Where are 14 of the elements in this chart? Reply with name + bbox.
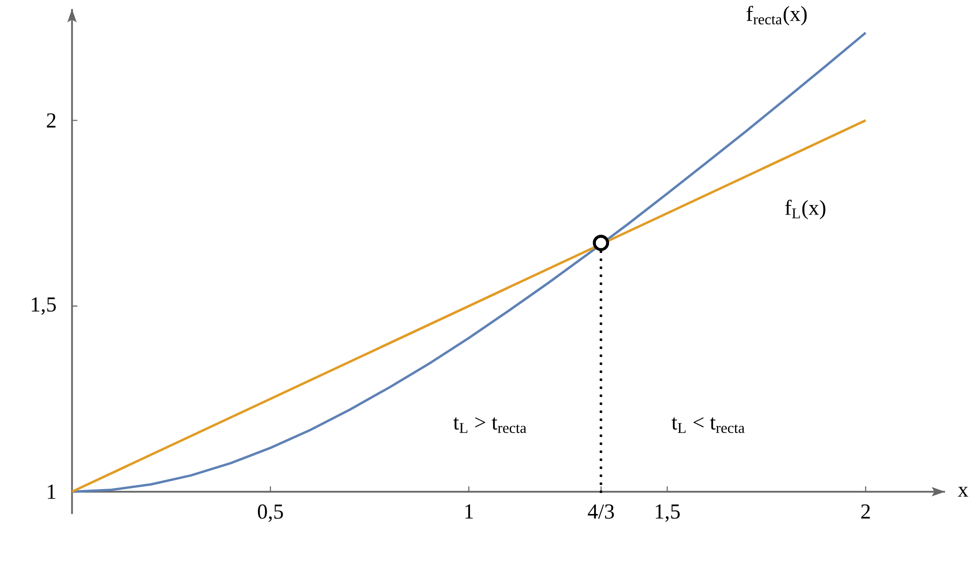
x-axis-title: x <box>958 486 968 497</box>
text: f$_{recta}$(x) <box>746 6 807 26</box>
y-tick-label: 1,5 <box>32 297 56 315</box>
x-tick-label: 1,5 <box>656 504 680 522</box>
x-tick-label: 1 <box>465 504 473 518</box>
series-label: f$_{L}$(x) <box>785 200 826 220</box>
annotation: t$_{L}$ > t$_{recta}$ <box>453 417 526 434</box>
x-tick-label: 4/3 <box>588 504 614 519</box>
line-series <box>70 32 867 493</box>
x-tick-label: 0,5 <box>258 504 283 522</box>
y-tick-label: 2 <box>46 113 56 128</box>
y-tick-label: 1 <box>48 484 56 499</box>
x-tick-label: 2 <box>861 504 870 519</box>
annotation: t$_{L}$ < t$_{recta}$ <box>672 417 745 434</box>
